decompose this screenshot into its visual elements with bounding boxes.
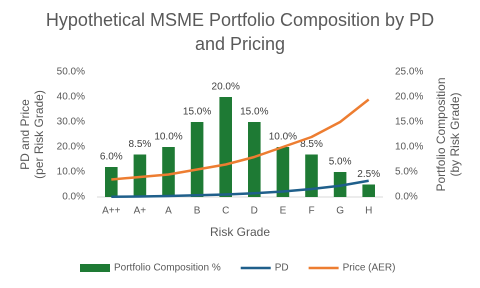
- data-label: 5.0%: [329, 157, 352, 168]
- x-tick-label: G: [336, 206, 344, 217]
- bar: [248, 122, 261, 197]
- x-tick-label: H: [365, 206, 372, 217]
- legend-label: Portfolio Composition %: [114, 263, 221, 274]
- y2-axis-title: Portfolio Composition: [434, 77, 448, 191]
- data-label: 6.0%: [100, 152, 123, 163]
- x-tick-label: F: [308, 206, 314, 217]
- y-tick-label: 10.0%: [57, 167, 85, 178]
- chart-title: Hypothetical MSME Portfolio Composition …: [45, 10, 435, 54]
- legend-label: Price (AER): [343, 263, 396, 274]
- line: [111, 179, 369, 198]
- y2-tick-label: 5.0%: [395, 167, 418, 178]
- data-label: 8.5%: [300, 139, 323, 150]
- y2-tick-label: 20.0%: [395, 92, 423, 103]
- x-tick-label: E: [280, 206, 287, 217]
- y-tick-label: 20.0%: [57, 142, 85, 153]
- data-label: 15.0%: [240, 107, 268, 118]
- bar: [105, 167, 118, 197]
- x-tick-label: A+: [134, 206, 147, 217]
- y2-tick-label: 0.0%: [395, 192, 418, 203]
- y2-tick-label: 15.0%: [395, 117, 423, 128]
- x-tick-label: B: [194, 206, 201, 217]
- y2-axis-title: (by Risk Grade): [448, 92, 462, 176]
- y2-tick-label: 10.0%: [395, 142, 423, 153]
- y-tick-label: 50.0%: [57, 67, 85, 78]
- y-axis-title: PD and Price: [18, 99, 32, 170]
- bar: [362, 184, 375, 197]
- y-tick-label: 30.0%: [57, 117, 85, 128]
- bar: [219, 97, 232, 197]
- x-tick-label: D: [251, 206, 258, 217]
- y-axis-title: (per Risk Grade): [32, 90, 46, 179]
- data-label: 20.0%: [212, 82, 240, 93]
- bar: [305, 154, 318, 197]
- bar: [190, 122, 204, 197]
- bar: [276, 147, 290, 197]
- data-label: 2.5%: [357, 169, 380, 180]
- data-label: 8.5%: [129, 139, 152, 150]
- line: [111, 98, 370, 181]
- legend-label: PD: [275, 263, 289, 274]
- x-tick-label: A: [165, 206, 172, 217]
- data-label: 10.0%: [154, 132, 182, 143]
- data-label: 10.0%: [269, 132, 297, 143]
- bar: [162, 147, 175, 197]
- data-label: 15.0%: [183, 107, 211, 118]
- x-axis-title: Risk Grade: [210, 225, 270, 239]
- x-tick-label: C: [222, 206, 229, 217]
- y2-tick-label: 25.0%: [395, 67, 423, 78]
- y-tick-label: 0.0%: [62, 192, 85, 203]
- x-tick-label: A++: [102, 206, 121, 217]
- legend-swatch: [80, 264, 110, 272]
- y-tick-label: 40.0%: [57, 92, 85, 103]
